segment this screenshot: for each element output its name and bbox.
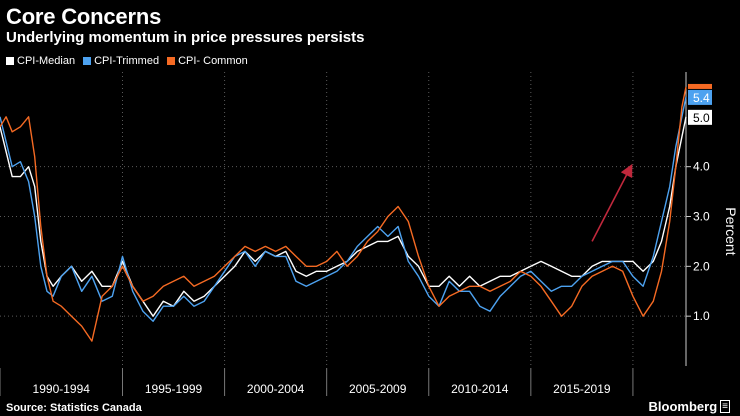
series-line-2 [0, 86, 687, 342]
x-group-label: 2015-2019 [553, 382, 611, 396]
legend-label-common: CPI- Common [178, 55, 248, 67]
end-tag-bg-0 [688, 109, 712, 125]
series-line-0 [0, 116, 687, 317]
x-group-label: 2010-2014 [451, 382, 509, 396]
x-group-label: 2000-2004 [247, 382, 305, 396]
legend-item-common: CPI- Common [167, 55, 248, 67]
source-note: Source: Statistics Canada [6, 402, 142, 414]
y-tick-label: 3.0 [693, 210, 710, 224]
bloomberg-terminal-icon: ≡ [720, 400, 730, 413]
legend-label-trimmed: CPI-Trimmed [94, 55, 160, 67]
legend-item-trimmed: CPI-Trimmed [83, 55, 159, 67]
x-group-label: 1990-1994 [33, 382, 91, 396]
legend-swatch-common [167, 57, 176, 65]
page-title: Core Concerns [6, 4, 162, 29]
y-tick-label: 4.0 [693, 160, 710, 174]
end-tag-common [688, 83, 712, 89]
x-group-label: 2005-2009 [349, 382, 407, 396]
end-tag-label-0: 5.0 [693, 111, 710, 125]
y-tick-label: 1.0 [693, 309, 710, 323]
brand-name: Bloomberg [648, 399, 718, 414]
x-group-label: 1995-1999 [145, 382, 203, 396]
chart-legend: CPI-Median CPI-Trimmed CPI- Common [6, 55, 248, 67]
y-tick-label: 2.0 [693, 259, 710, 273]
brand-logo: Bloomberg ≡ [649, 399, 730, 414]
page-subtitle: Underlying momentum in price pressures p… [6, 29, 365, 46]
legend-label-median: CPI-Median [17, 55, 76, 67]
series-line-1 [0, 96, 687, 322]
y-axis-title: Percent [723, 207, 739, 255]
legend-swatch-median [6, 57, 14, 65]
legend-item-median: CPI-Median [6, 55, 75, 67]
trend-arrow [591, 163, 633, 242]
legend-swatch-trimmed [83, 57, 92, 65]
end-tag-bg-1 [688, 89, 712, 105]
end-tag-label-1: 5.4 [693, 91, 710, 105]
